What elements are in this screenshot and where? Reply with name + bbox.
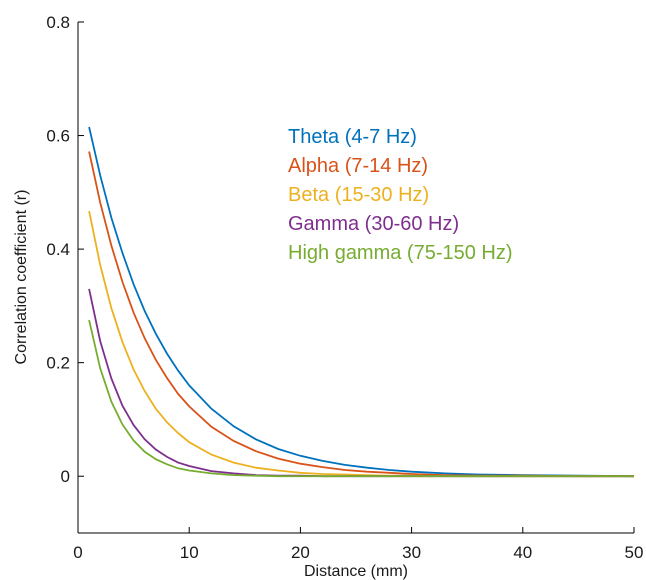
y-ticks: 0 0.2 0.4 0.6 0.8 bbox=[46, 13, 84, 486]
x-tick-label: 0 bbox=[73, 543, 82, 562]
x-tick-label: 50 bbox=[625, 543, 644, 562]
series-line-5 bbox=[88, 319, 634, 478]
y-tick-label: 0 bbox=[61, 467, 70, 486]
y-tick-label: 0.2 bbox=[46, 354, 70, 373]
x-axis-title: Distance (mm) bbox=[304, 563, 408, 580]
series-lines bbox=[88, 126, 635, 478]
x-tick-label: 20 bbox=[291, 543, 310, 562]
y-tick-label: 0.6 bbox=[46, 127, 70, 146]
x-tick-label: 40 bbox=[513, 543, 532, 562]
y-axis-title: Correlation coefficient (r) bbox=[13, 190, 30, 365]
x-ticks: 0 10 20 30 40 50 bbox=[73, 527, 643, 562]
x-tick-label: 30 bbox=[402, 543, 421, 562]
y-tick-label: 0.4 bbox=[46, 240, 70, 259]
legend-entry: Theta (4-7 Hz) bbox=[288, 126, 417, 148]
legend-entry: Beta (15-30 Hz) bbox=[288, 184, 429, 206]
legend: Theta (4-7 Hz) Alpha (7-14 Hz) Beta (15-30… bbox=[288, 126, 513, 264]
x-tick-label: 10 bbox=[180, 543, 199, 562]
axes bbox=[77, 22, 634, 534]
y-tick-label: 0.8 bbox=[46, 13, 70, 32]
series-line-1 bbox=[88, 126, 635, 478]
legend-entry: High gamma (75-150 Hz) bbox=[288, 242, 513, 264]
legend-entry: Alpha (7-14 Hz) bbox=[288, 155, 428, 177]
series-line-2 bbox=[88, 151, 634, 478]
legend-entry: Gamma (30-60 Hz) bbox=[288, 213, 459, 235]
